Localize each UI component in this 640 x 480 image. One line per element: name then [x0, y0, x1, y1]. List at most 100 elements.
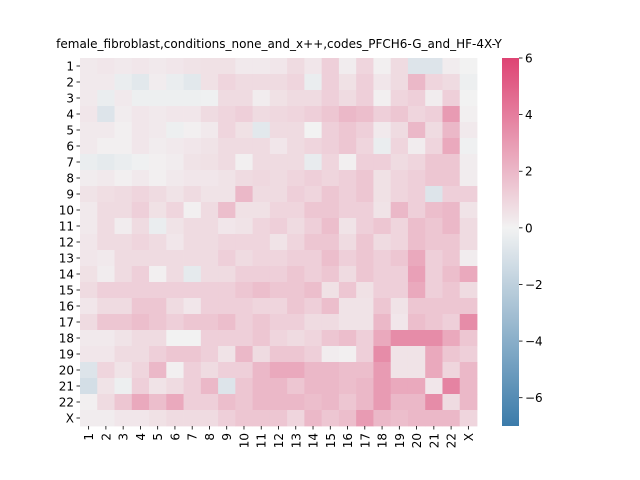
heatmap-cell — [183, 170, 202, 187]
column-tick-label: 10 — [237, 433, 251, 448]
heatmap-cell — [166, 282, 184, 299]
heatmap-cell — [166, 330, 184, 347]
heatmap-cell — [356, 218, 374, 235]
heatmap-cell — [304, 122, 323, 139]
heatmap-cell — [373, 330, 392, 347]
heatmap-cell — [235, 154, 254, 171]
heatmap-cell — [80, 202, 98, 219]
heatmap-cell — [218, 298, 236, 315]
heatmap-cell — [149, 234, 167, 251]
heatmap-cell — [338, 346, 357, 363]
row-tick-label: 22 — [59, 396, 74, 410]
heatmap-cell — [373, 282, 392, 299]
heatmap-cell — [356, 122, 374, 139]
heatmap-cell — [114, 170, 133, 187]
heatmap-cell — [356, 346, 374, 363]
heatmap-cell — [407, 58, 426, 75]
heatmap-cell — [114, 282, 133, 299]
heatmap-cell — [459, 362, 478, 379]
heatmap-cell — [304, 90, 323, 107]
heatmap-cell — [114, 106, 133, 123]
heatmap-cell — [166, 90, 184, 107]
heatmap-cell — [373, 410, 392, 427]
heatmap-cell — [149, 346, 167, 363]
heatmap-cell — [183, 106, 202, 123]
column-tick-label: 16 — [341, 433, 355, 448]
heatmap-cell — [114, 378, 133, 395]
heatmap-cell — [149, 218, 167, 235]
heatmap-cell — [131, 154, 150, 171]
heatmap-cell — [338, 266, 357, 283]
heatmap-cell — [373, 170, 392, 187]
heatmap-cell — [269, 394, 288, 411]
heatmap-cell — [425, 250, 443, 267]
heatmap-cell — [149, 266, 167, 283]
row-tick-label: 21 — [59, 380, 74, 394]
heatmap-cell — [131, 250, 150, 267]
heatmap-cell — [373, 346, 392, 363]
heatmap-cell — [356, 202, 374, 219]
heatmap-cell — [114, 394, 133, 411]
heatmap-cell — [183, 378, 202, 395]
heatmap-cell — [200, 314, 219, 331]
heatmap-cell — [218, 186, 236, 203]
heatmap-cell — [252, 106, 271, 123]
heatmap-cell — [183, 154, 202, 171]
heatmap-cell — [149, 170, 167, 187]
heatmap-cell — [149, 298, 167, 315]
heatmap-cell — [218, 362, 236, 379]
heatmap-cell — [459, 170, 478, 187]
heatmap-cell — [425, 90, 443, 107]
heatmap-cell — [166, 170, 184, 187]
heatmap-cell — [442, 58, 461, 75]
heatmap-cell — [200, 58, 219, 75]
heatmap-cell — [338, 314, 357, 331]
heatmap-cell — [269, 74, 288, 91]
heatmap-cell — [166, 154, 184, 171]
heatmap-cell — [304, 266, 323, 283]
heatmap-cell — [183, 234, 202, 251]
heatmap-cell — [459, 266, 478, 283]
heatmap-cell — [407, 138, 426, 155]
colorbar-tick-label: 0 — [525, 221, 533, 235]
heatmap-cell — [80, 330, 98, 347]
heatmap-cell — [390, 298, 409, 315]
heatmap-cell — [97, 362, 115, 379]
heatmap-cell — [373, 90, 392, 107]
heatmap-cell — [459, 122, 478, 139]
heatmap-cell — [218, 74, 236, 91]
heatmap-cell — [218, 346, 236, 363]
heatmap-cell — [442, 314, 461, 331]
heatmap-cell — [338, 202, 357, 219]
heatmap-cell — [200, 362, 219, 379]
heatmap-cell — [373, 250, 392, 267]
heatmap-cell — [287, 266, 305, 283]
heatmap-cell — [407, 90, 426, 107]
heatmap-cell — [407, 314, 426, 331]
heatmap-cell — [235, 330, 254, 347]
heatmap-cell — [269, 378, 288, 395]
column-tick-label: 7 — [186, 433, 200, 441]
column-tick-label: 19 — [393, 433, 407, 448]
column-tick-label: 14 — [307, 433, 321, 448]
heatmap-cell — [235, 90, 254, 107]
heatmap-cell — [252, 298, 271, 315]
heatmap-cell — [373, 362, 392, 379]
heatmap-cell — [407, 298, 426, 315]
heatmap-cell — [425, 106, 443, 123]
heatmap-cell — [459, 90, 478, 107]
heatmap-cell — [390, 362, 409, 379]
heatmap-cell — [425, 394, 443, 411]
heatmap-cell — [252, 282, 271, 299]
heatmap-cell — [338, 138, 357, 155]
heatmap-cell — [183, 122, 202, 139]
heatmap-cell — [321, 250, 340, 267]
heatmap-cell — [218, 106, 236, 123]
heatmap-cell — [321, 106, 340, 123]
heatmap-cell — [97, 298, 115, 315]
heatmap-cell — [442, 266, 461, 283]
heatmap-cell — [183, 298, 202, 315]
heatmap-cell — [235, 266, 254, 283]
heatmap-cell — [373, 202, 392, 219]
